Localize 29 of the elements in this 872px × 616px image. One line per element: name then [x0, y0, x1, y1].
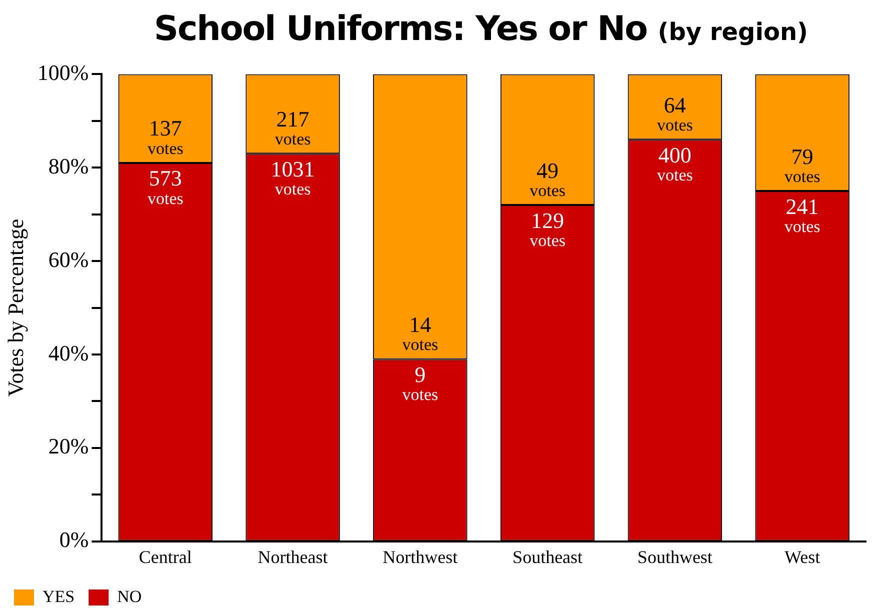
- y-tick-label: 80%: [48, 153, 89, 178]
- legend-label: NO: [117, 586, 142, 606]
- annotation: 137 votes: [147, 116, 184, 158]
- y-tick-label: 20%: [48, 434, 89, 459]
- annotation: 241 votes: [784, 194, 820, 236]
- x-tick-label: Central: [138, 546, 192, 567]
- y-axis-title: Votes by Percentage: [2, 218, 28, 397]
- annotation: 49 votes: [530, 158, 566, 200]
- y-tick-label: 40%: [48, 340, 89, 366]
- chart-subtitle: (by region): [658, 18, 808, 46]
- annotation: 217 votes: [274, 106, 311, 149]
- annotation: 129 votes: [530, 208, 566, 250]
- annotation: 1031 votes: [270, 156, 315, 199]
- annotation: 400 votes: [656, 142, 693, 185]
- x-tick-label: Northwest: [382, 546, 458, 567]
- annotation: 573 votes: [147, 166, 184, 208]
- x-tick-label: Southwest: [637, 546, 712, 567]
- annotation: 9 votes: [402, 362, 438, 404]
- x-tick-label: Northeast: [258, 546, 328, 567]
- legend-label: YES: [42, 586, 75, 606]
- annotation: 14 votes: [402, 312, 438, 354]
- y-tick-label: 100%: [37, 60, 89, 85]
- y-tick-label: 60%: [48, 246, 89, 272]
- x-tick-label: Southeast: [512, 546, 583, 567]
- x-tick-label: West: [784, 546, 820, 567]
- y-tick-label: 0%: [59, 527, 89, 552]
- chart-title: School Uniforms: Yes or No: [154, 9, 647, 49]
- annotation: 79 votes: [784, 144, 820, 186]
- annotation: 64 votes: [656, 92, 693, 135]
